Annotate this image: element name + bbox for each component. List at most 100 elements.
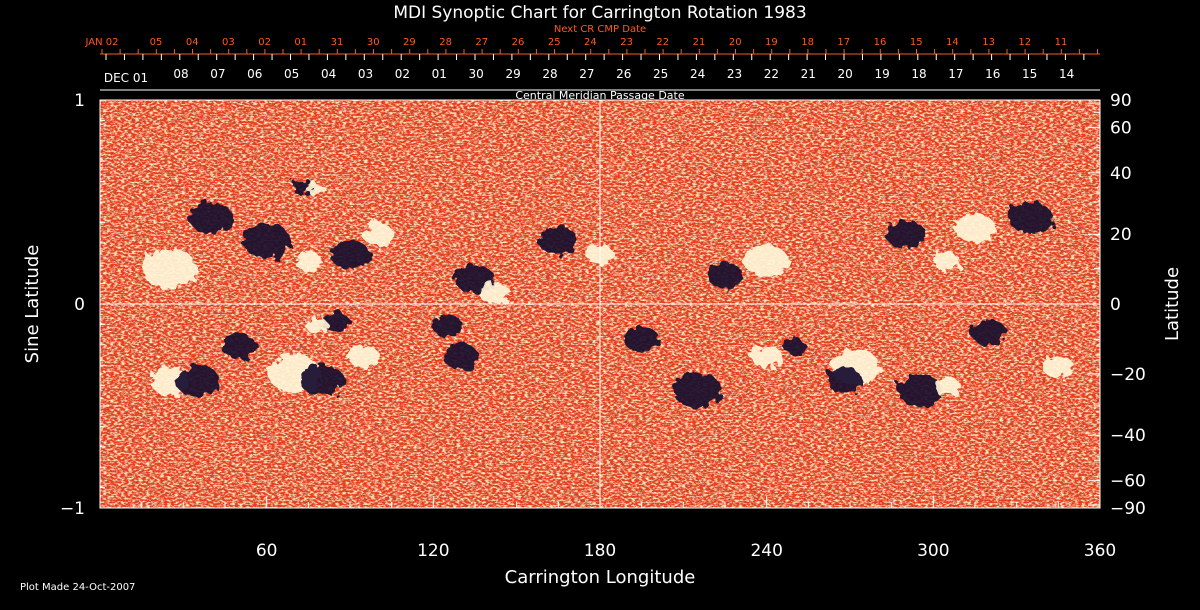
cmp-date-label: 30: [469, 67, 484, 81]
right-tick-label: −60: [1110, 472, 1146, 492]
next-cr-date-label: 12: [1018, 37, 1031, 48]
chart-title: MDI Synoptic Chart for Carrington Rotati…: [393, 3, 806, 23]
x-tick-label: 300: [917, 541, 949, 561]
region-negative-24: [300, 364, 345, 397]
next-cr-date-label: 22: [656, 37, 669, 48]
right-tick-label: −90: [1110, 499, 1146, 519]
next-cr-date-label: 14: [946, 37, 959, 48]
left-y-axis: 1 0 −1: [60, 91, 112, 519]
region-positive-25: [348, 345, 380, 368]
cmp-date-label: 15: [1022, 67, 1037, 81]
next-cr-date-label: 28: [439, 37, 452, 48]
right-tick-label: 90: [1110, 91, 1132, 111]
cmp-date-axis: DEC 01 08 07 06 05 04 03 02 01 30 29 28 27 26 25 24 23 22…: [104, 54, 1085, 85]
region-negative-17: [1008, 201, 1053, 234]
cmp-date-label: 25: [653, 67, 668, 81]
next-cr-date-label: 16: [874, 37, 887, 48]
next-cr-date-label: 19: [765, 37, 778, 48]
cmp-date-label: 24: [690, 67, 705, 81]
cmp-label: Central Meridian Passage Date: [515, 89, 684, 102]
x-tick-label: 120: [417, 541, 449, 561]
next-cr-date-label: 27: [475, 37, 488, 48]
next-cr-date-label: 31: [331, 37, 344, 48]
x-tick-label: 360: [1084, 541, 1116, 561]
cmp-date-label: 04: [321, 67, 336, 81]
cmp-date-label: 08: [173, 67, 188, 81]
region-positive-16: [955, 213, 995, 242]
next-cr-date-label: 21: [693, 37, 706, 48]
cmp-date-label: 29: [505, 67, 520, 81]
right-tick-label: 40: [1110, 164, 1132, 184]
region-negative-4: [330, 240, 370, 270]
next-cr-date-label: 01: [294, 37, 307, 48]
cmp-date-label: 01: [432, 67, 447, 81]
region-negative-6: [189, 201, 234, 234]
region-positive-35: [934, 377, 961, 397]
region-positive-3: [295, 251, 322, 272]
next-cr-date-label: 17: [837, 37, 850, 48]
right-tick-label: 60: [1110, 118, 1132, 138]
next-cr-date-label: 23: [620, 37, 633, 48]
next-cr-date-label: 29: [403, 37, 416, 48]
next-cr-date-label: 25: [548, 37, 561, 48]
right-y-axis: 90 60 40 20 0 −20 −40 −60 −90: [1088, 91, 1146, 519]
cmp-date-label: 21: [801, 67, 816, 81]
cmp-date-label: 23: [727, 67, 742, 81]
next-cr-date-label: 11: [1055, 37, 1068, 48]
region-positive-1: [307, 183, 326, 197]
cmp-date-label: 19: [874, 67, 889, 81]
cmp-date-label: 17: [948, 67, 963, 81]
region-positive-37: [1042, 355, 1074, 379]
x-tick-label: 60: [256, 541, 278, 561]
cmp-date-label: 27: [579, 67, 594, 81]
next-cr-date-label: 24: [584, 37, 597, 48]
x-axis: 60 120 180 240 300 360: [99, 496, 1116, 561]
region-negative-29: [673, 372, 722, 408]
cmp-date-label: DEC 01: [104, 71, 148, 85]
region-negative-14: [885, 219, 926, 249]
cmp-date-label: 16: [985, 67, 1000, 81]
next-cr-date-label: 20: [729, 37, 742, 48]
x-tick-label: 240: [750, 541, 782, 561]
cmp-date-label: 06: [247, 67, 262, 81]
region-positive-19: [305, 317, 328, 334]
region-negative-34: [897, 374, 942, 407]
right-tick-label: 0: [1110, 295, 1121, 315]
right-tick-label: −40: [1110, 426, 1146, 446]
region-negative-22: [221, 333, 257, 360]
next-cr-date-axis: JAN 02 05 04 03 02 01 31 30 29 28 27 26 25 24 23 22 21 20…: [85, 37, 1098, 54]
region-positive-15: [934, 251, 961, 272]
region-positive-13: [744, 245, 789, 278]
cmp-date-label: 05: [284, 67, 299, 81]
right-axis-label: Latitude: [1162, 267, 1183, 341]
right-tick-label: −20: [1110, 365, 1146, 385]
region-negative-21: [175, 364, 220, 397]
region-negative-10: [538, 226, 579, 256]
cmp-date-label: 07: [210, 67, 225, 81]
plot-footer: Plot Made 24-Oct-2007: [20, 582, 135, 593]
region-negative-31: [783, 338, 806, 355]
cmp-date-label: 20: [838, 67, 853, 81]
cmp-date-label: 28: [542, 67, 557, 81]
right-tick-label: 20: [1110, 225, 1132, 245]
cmp-date-label: 18: [911, 67, 926, 81]
left-tick-label: 1: [74, 91, 85, 111]
cmp-date-label: 14: [1059, 67, 1074, 81]
region-positive-9: [479, 282, 510, 305]
next-cr-date-label: 04: [186, 37, 199, 48]
region-negative-28: [624, 326, 660, 353]
next-cr-label: Next CR CMP Date: [554, 24, 646, 35]
cmp-date-label: 26: [616, 67, 631, 81]
next-cr-date-label: 15: [910, 37, 923, 48]
region-negative-2: [242, 223, 291, 259]
region-positive-7: [141, 248, 197, 289]
next-cr-date-label: 05: [150, 37, 163, 48]
cmp-date-label: 02: [395, 67, 410, 81]
next-cr-date-label: JAN 02: [85, 37, 119, 48]
left-axis-label: Sine Latitude: [22, 245, 43, 364]
region-negative-36: [971, 319, 1007, 346]
left-tick-label: 0: [74, 295, 85, 315]
cmp-date-label: 03: [358, 67, 373, 81]
x-tick-label: 180: [584, 541, 616, 561]
